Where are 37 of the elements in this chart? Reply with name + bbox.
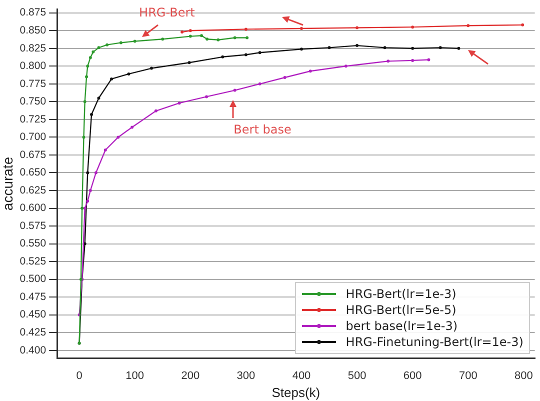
y-tick-label: 0.625 xyxy=(20,184,46,196)
x-tick-label: 300 xyxy=(236,370,256,382)
y-tick-label: 0.575 xyxy=(20,220,46,232)
legend-label: HRG-Finetuning-Bert(lr=1e-3) xyxy=(346,334,524,350)
y-tick-label: 0.475 xyxy=(20,290,46,303)
y-tick-label: 0.775 xyxy=(20,78,46,90)
y-axis-title: accurate xyxy=(0,156,16,211)
legend-label: bert base(lr=1e-3) xyxy=(346,318,458,334)
x-tick-label: 0 xyxy=(76,370,82,382)
x-tick-label: 500 xyxy=(348,370,366,382)
x-tick-label: 800 xyxy=(514,370,533,382)
y-tick-label: 0.650 xyxy=(20,166,46,179)
y-tick-label: 0.875 xyxy=(20,6,46,19)
y-tick-label: 0.550 xyxy=(20,238,46,250)
y-tick-label: 0.725 xyxy=(20,113,46,126)
y-tick-label: 0.850 xyxy=(20,24,46,37)
y-tick-label: 0.525 xyxy=(20,255,46,268)
x-tick-label: 700 xyxy=(458,370,478,382)
y-tick-label: 0.750 xyxy=(20,96,46,108)
x-tick-label: 100 xyxy=(126,370,144,382)
y-tick-label: 0.500 xyxy=(20,273,46,286)
y-tick-label: 0.700 xyxy=(20,131,46,144)
x-tick-label: 200 xyxy=(181,370,200,382)
x-axis-title: Steps(k) xyxy=(272,384,320,400)
y-tick-label: 0.450 xyxy=(20,308,46,321)
y-tick-label: 0.425 xyxy=(20,326,46,339)
y-tick-label: 0.400 xyxy=(20,344,46,356)
x-tick-label: 400 xyxy=(292,370,311,382)
y-tick-label: 0.825 xyxy=(20,42,46,54)
y-tick-label: 0.675 xyxy=(20,148,46,161)
y-tick-label: 0.600 xyxy=(20,202,46,214)
x-tick-label: 600 xyxy=(403,370,422,382)
annotation: Bert base xyxy=(234,122,292,136)
legend-label: HRG-Bert(lr=5e-5) xyxy=(346,302,456,318)
legend-label: HRG-Bert(lr=1e-3) xyxy=(346,286,456,302)
y-tick-label: 0.800 xyxy=(20,60,46,72)
annotation: HRG-Bert xyxy=(139,5,196,20)
